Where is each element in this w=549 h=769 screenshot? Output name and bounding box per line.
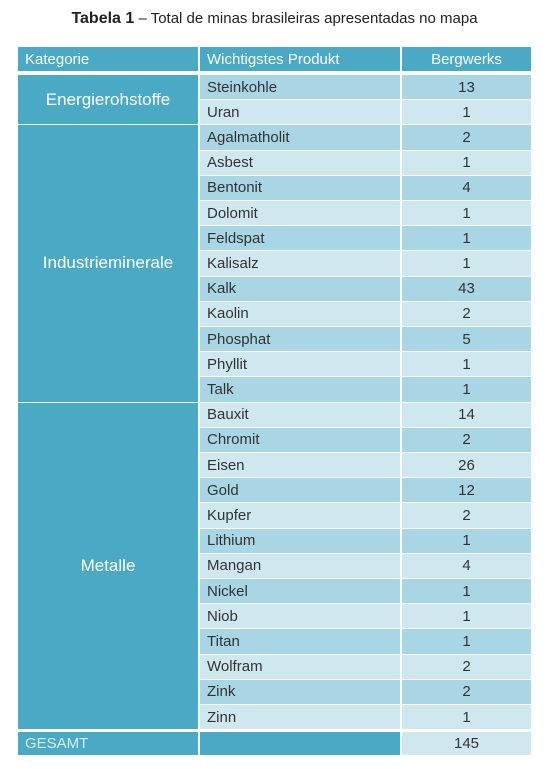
count-cell: 5 (402, 327, 531, 352)
category-cell: Metalle (18, 402, 198, 730)
count-cell: 1 (402, 251, 531, 276)
product-cell: Chromit (200, 427, 400, 452)
total-value: 145 (402, 732, 531, 756)
header-cell: Wichtigstes Produkt (200, 47, 400, 71)
count-cell: 1 (402, 226, 531, 251)
caption-text: – Total de minas brasileiras apresentada… (138, 10, 478, 27)
count-cell: 1 (402, 705, 531, 730)
product-cell: Phosphat (200, 327, 400, 352)
count-cell: 26 (402, 453, 531, 478)
count-cell: 1 (402, 352, 531, 377)
product-cell: Bauxit (200, 402, 400, 427)
count-cell: 4 (402, 553, 531, 578)
count-cell: 1 (402, 150, 531, 175)
count-cell: 1 (402, 100, 531, 125)
category-cell: Energierohstoffe (18, 75, 198, 125)
product-cell: Kaolin (200, 301, 400, 326)
product-cell: Asbest (200, 150, 400, 175)
product-cell: Bentonit (200, 175, 400, 200)
count-cell: 1 (402, 604, 531, 629)
product-cell: Steinkohle (200, 75, 400, 100)
header-cell: Bergwerks (402, 47, 531, 71)
product-cell: Titan (200, 629, 400, 654)
header-cell: Kategorie (18, 47, 198, 71)
product-cell: Kalk (200, 276, 400, 301)
product-cell: Zink (200, 679, 400, 704)
count-cell: 1 (402, 579, 531, 604)
product-cell: Kupfer (200, 503, 400, 528)
count-cell: 2 (402, 125, 531, 150)
count-cell: 2 (402, 503, 531, 528)
product-cell: Dolomit (200, 201, 400, 226)
product-cell: Agalmatholit (200, 125, 400, 150)
count-cell: 1 (402, 629, 531, 654)
product-cell: Feldspat (200, 226, 400, 251)
count-cell: 4 (402, 175, 531, 200)
product-cell: Talk (200, 377, 400, 402)
count-cell: 2 (402, 427, 531, 452)
total-label: GESAMT (18, 732, 198, 756)
category-cell: Industrieminerale (18, 125, 198, 402)
count-cell: 14 (402, 402, 531, 427)
product-cell: Mangan (200, 553, 400, 578)
product-cell: Eisen (200, 453, 400, 478)
count-cell: 1 (402, 377, 531, 402)
count-cell: 1 (402, 528, 531, 553)
product-cell: Niob (200, 604, 400, 629)
count-cell: 13 (402, 75, 531, 100)
total-blank (200, 732, 400, 756)
table-caption: Tabela 1 – Total de minas brasileiras ap… (0, 10, 549, 28)
product-cell: Kalisalz (200, 251, 400, 276)
product-cell: Phyllit (200, 352, 400, 377)
product-cell: Lithium (200, 528, 400, 553)
count-cell: 12 (402, 478, 531, 503)
caption-label: Tabela 1 (71, 10, 135, 27)
product-cell: Uran (200, 100, 400, 125)
count-cell: 2 (402, 654, 531, 679)
product-cell: Gold (200, 478, 400, 503)
product-cell: Wolfram (200, 654, 400, 679)
product-cell: Nickel (200, 579, 400, 604)
count-cell: 1 (402, 201, 531, 226)
count-cell: 2 (402, 301, 531, 326)
count-cell: 2 (402, 679, 531, 704)
count-cell: 43 (402, 276, 531, 301)
product-cell: Zinn (200, 705, 400, 730)
